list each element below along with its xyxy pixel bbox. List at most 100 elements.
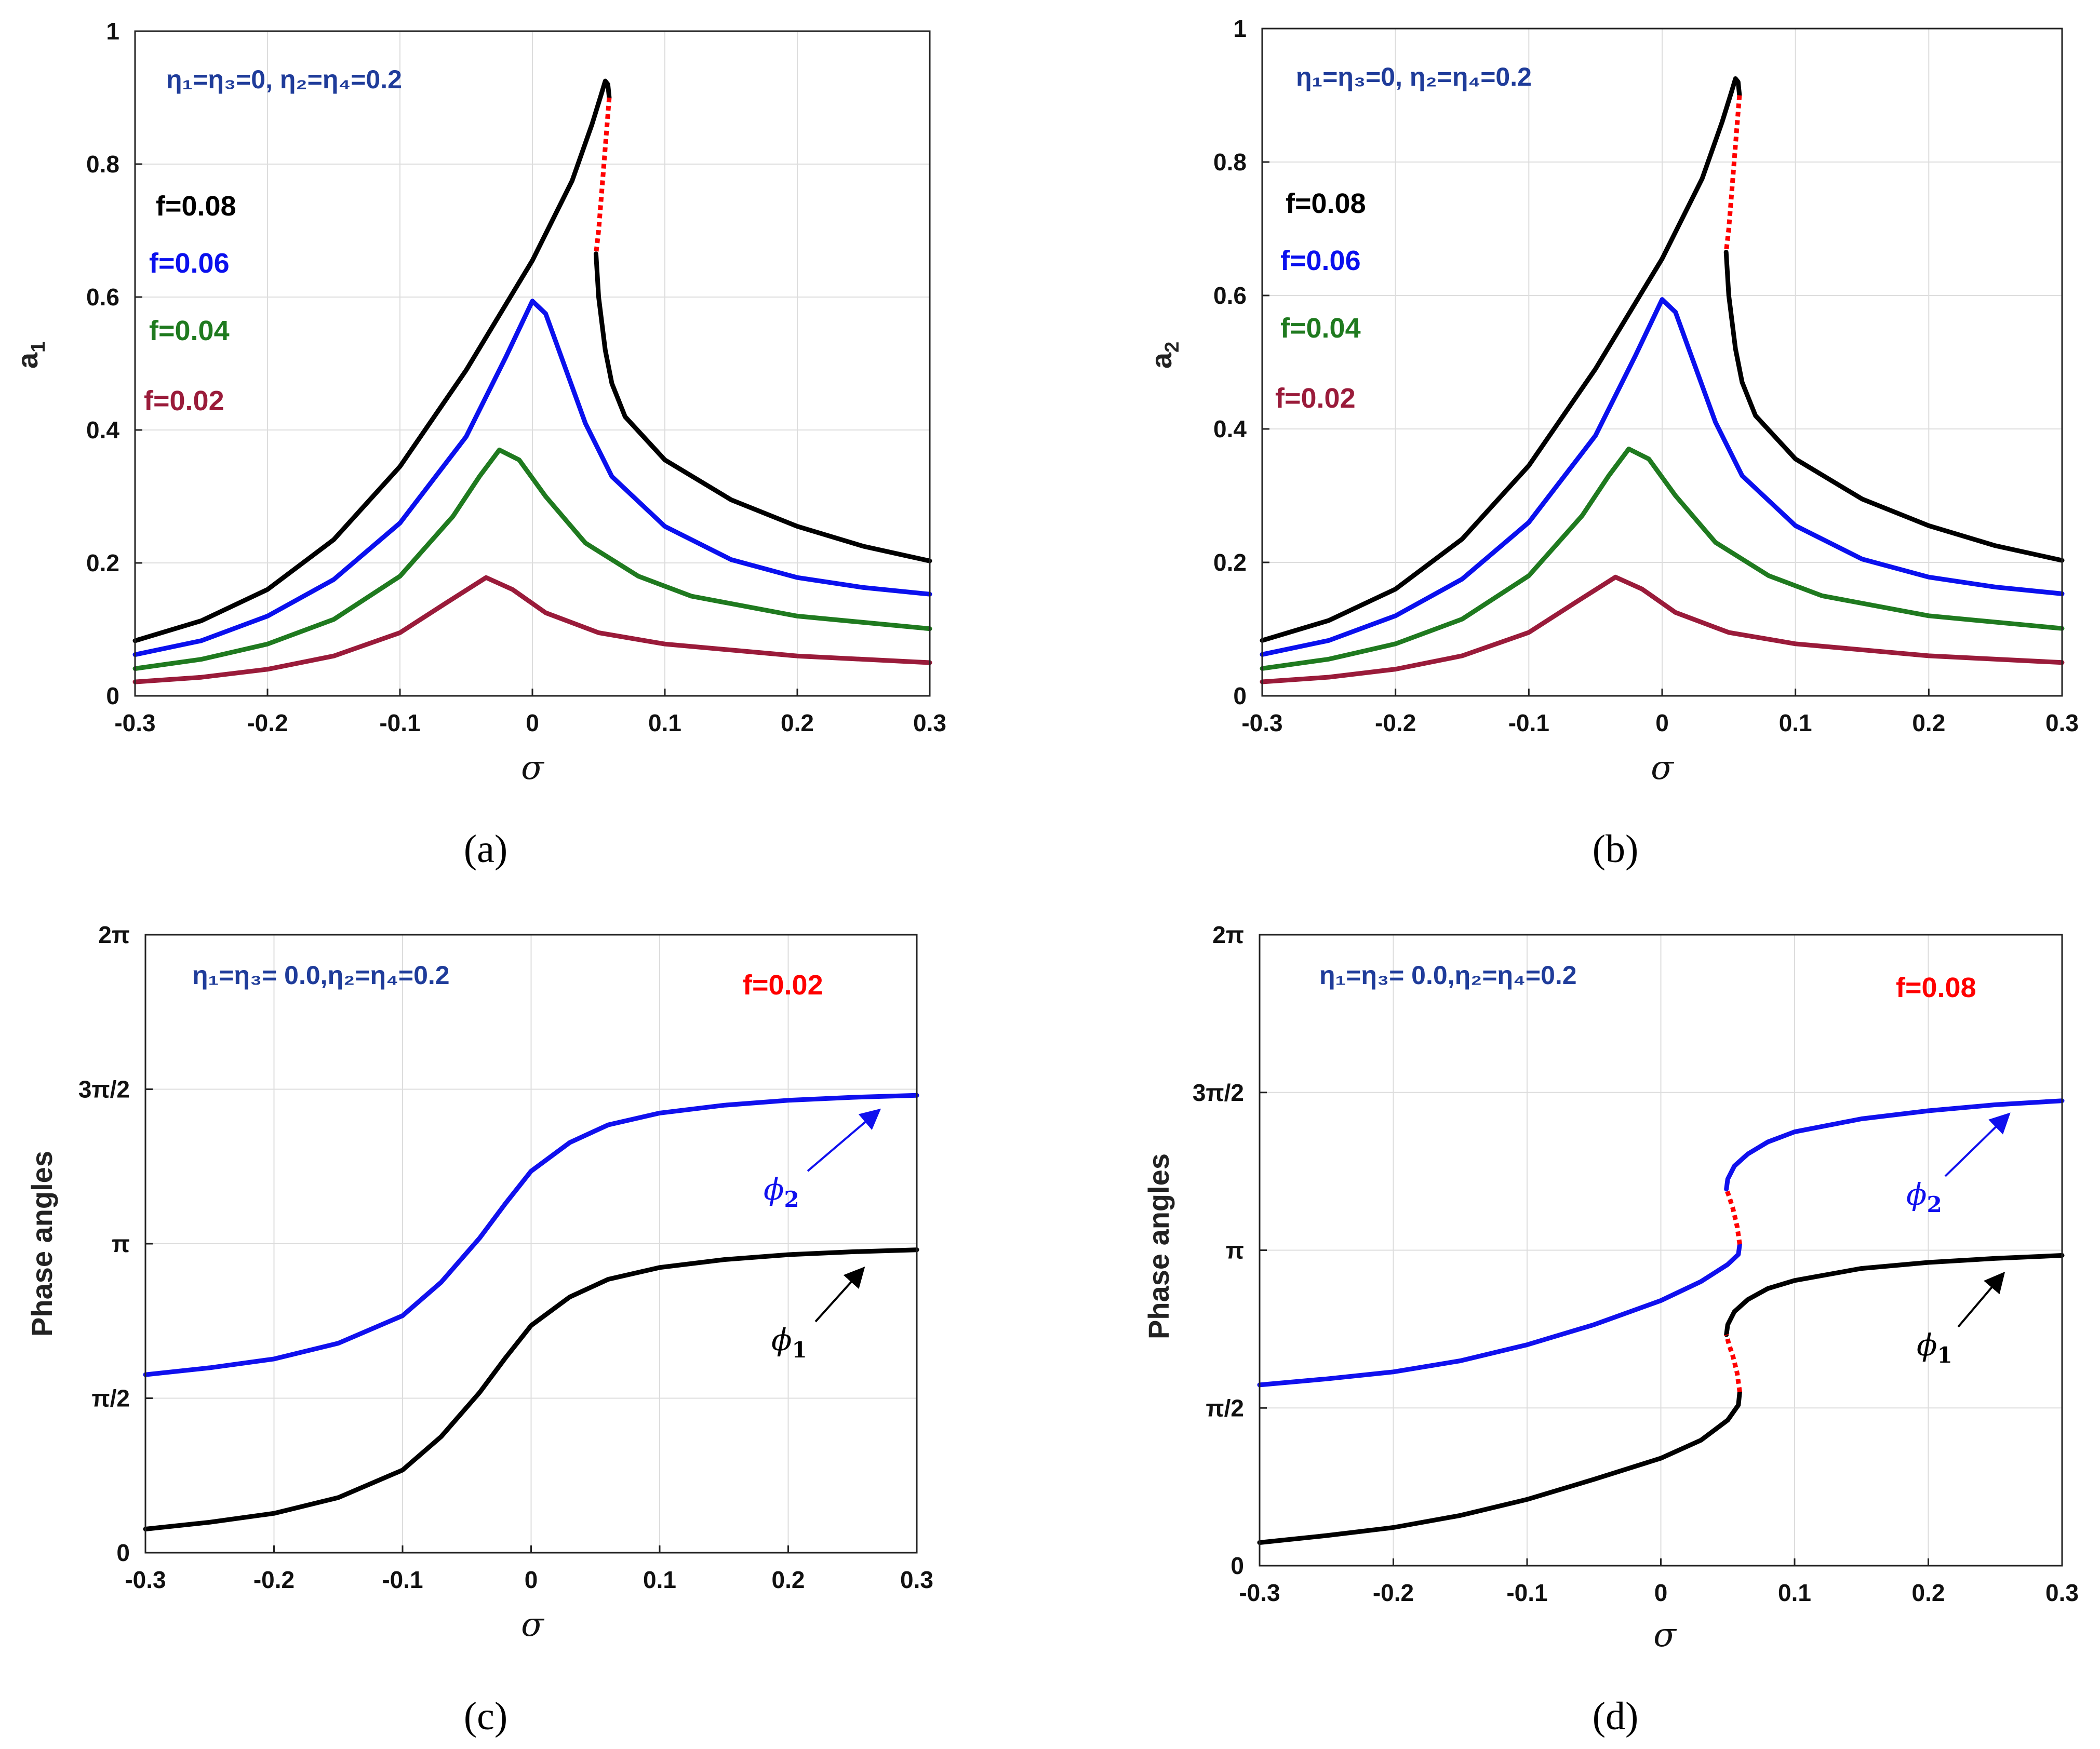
panel-d-xtick-label: -0.1: [1506, 1579, 1547, 1606]
panel-d-phi2-sub: 2: [1927, 1192, 1942, 1217]
panel-c-f-label: f=0.02: [743, 970, 823, 1001]
panel-b-label: (b): [1593, 827, 1639, 871]
panel-c-xtick-label: -0.3: [125, 1566, 166, 1593]
panel-c-ytick-label: 2π: [98, 921, 130, 948]
panel-a-series-f008-stable-lower: [593, 251, 932, 563]
panel-d-ylabel: Phase angles: [1142, 1153, 1175, 1339]
panel-a-legend-f008: f=0.08: [156, 191, 236, 222]
panel-c-ticks: -0.3 -0.2 -0.1 0 0.1 0.2 0.3 0 π/2 π 3π/2 2π: [78, 921, 933, 1593]
panel-a-xtick-label: -0.2: [247, 709, 288, 736]
panel-c-ytick-label: 3π/2: [78, 1076, 130, 1103]
panel-d-series-phi2-lower: [1257, 1242, 1742, 1388]
panel-b: -0.3 -0.2 -0.1 0 0.1 0.2 0.3 0 0.2 0.4 0.6 0.8 1 η₁=…: [1145, 15, 2079, 871]
panel-a-ytick-label: 1: [106, 18, 119, 45]
panel-b-series-f008-unstable: [1723, 95, 1742, 253]
panel-d-series-phi1-upper: [1724, 1253, 2065, 1337]
panel-c-xlabel: σ: [521, 1606, 545, 1644]
panel-b-xtick-label: -0.1: [1508, 709, 1549, 736]
panel-a-series-f006-curve: [132, 299, 932, 657]
panel-c-phi2-main: ϕ: [764, 1172, 784, 1207]
panel-a-xtick-label: 0: [526, 709, 539, 736]
panel-b-series-f008-stable-lower: [1723, 250, 2065, 563]
panel-a: -0.3 -0.2 -0.1 0 0.1 0.2 0.3 0 0.2 0.4 0.6 0.8 1 η₁=…: [11, 18, 946, 871]
panel-a-grid: [135, 31, 930, 696]
panel-d-phi1-main: ϕ: [1917, 1327, 1937, 1363]
panel-c-xtick-label: 0.1: [643, 1566, 676, 1593]
panel-d-phi2-label: ϕ2: [1906, 1177, 1942, 1217]
panel-d-ytick-label: 2π: [1212, 921, 1244, 948]
panel-c-phi2-label: ϕ2: [764, 1172, 799, 1212]
panel-a-series-f004-curve: [132, 447, 932, 671]
panel-b-legend-f008: f=0.08: [1286, 188, 1366, 219]
panel-b-legend-f002: f=0.02: [1275, 383, 1356, 414]
panel-a-legend-f006: f=0.06: [149, 248, 230, 279]
panel-b-series-f004-curve: [1260, 447, 2065, 671]
panel-b-series: [1260, 76, 2065, 684]
panel-b-xtick-label: 0.1: [1779, 709, 1812, 736]
panel-d-phi1-label: ϕ1: [1917, 1327, 1952, 1368]
panel-d-xlabel: σ: [1653, 1616, 1677, 1654]
panel-a-ylabel-sub: 1: [28, 342, 49, 353]
panel-c-xtick-label: -0.1: [382, 1566, 423, 1593]
svg-text:a2: a2: [1145, 342, 1183, 369]
panel-a-series-f002-curve: [132, 575, 932, 684]
panel-c-phi1-main: ϕ: [771, 1322, 792, 1357]
panel-b-ylabel-sub: 2: [1161, 342, 1183, 353]
panel-a-ylabel-main: a: [11, 352, 44, 369]
panel-a-xtick-label: -0.1: [379, 709, 420, 736]
panel-d-xtick-label: 0.1: [1778, 1579, 1811, 1606]
panel-d-phi2-main: ϕ: [1906, 1177, 1927, 1212]
panel-c-ylabel: Phase angles: [25, 1151, 58, 1337]
panel-d-series-phi2-unstable: [1724, 1188, 1742, 1245]
panel-b-ylabel: a2: [1145, 342, 1183, 369]
panel-d-xtick-label: -0.3: [1239, 1579, 1280, 1606]
panel-a-series: [132, 78, 932, 684]
panel-d-xtick-label: 0: [1654, 1579, 1668, 1606]
svg-text:a1: a1: [11, 342, 49, 369]
panel-b-series-f006-curve: [1260, 297, 2065, 657]
panel-a-legend-f002: f=0.02: [144, 385, 224, 416]
panel-b-param-text: η₁=η₃=0, η₂=η₄=0.2: [1296, 62, 1532, 91]
panel-c-ytick-label: 0: [116, 1539, 130, 1566]
panel-a-series-f008-stable-upper: [132, 78, 612, 643]
panel-a-xtick-label: 0.3: [913, 709, 946, 736]
panel-a-ytick-label: 0.8: [86, 151, 119, 178]
panel-b-ytick-label: 0.6: [1213, 282, 1247, 309]
panel-c-ytick-label: π: [112, 1230, 130, 1257]
panel-d-f-label: f=0.08: [1896, 972, 1976, 1003]
panel-a-ytick-label: 0.2: [86, 549, 119, 576]
panel-c-ytick-label: π/2: [91, 1385, 130, 1412]
panel-d-xtick-label: 0.2: [1912, 1579, 1945, 1606]
panel-c-xtick-label: -0.2: [253, 1566, 295, 1593]
panel-b-xtick-label: 0.2: [1912, 709, 1945, 736]
panel-a-label: (a): [464, 827, 507, 871]
panel-a-ytick-label: 0.4: [86, 416, 119, 443]
panel-a-xtick-label: 0.2: [781, 709, 814, 736]
panel-c: -0.3 -0.2 -0.1 0 0.1 0.2 0.3 0 π/2 π 3π/2 2π η₁=η₃=…: [25, 921, 933, 1738]
panel-a-xtick-label: -0.3: [114, 709, 155, 736]
panel-b-grid: [1262, 29, 2062, 696]
panel-c-phi2-arrow: [807, 1108, 881, 1172]
panel-a-xtick-label: 0.1: [648, 709, 681, 736]
panel-d-ticks: -0.3 -0.2 -0.1 0 0.1 0.2 0.3 0 π/2 π 3π/2 2π: [1193, 921, 2079, 1606]
panel-a-ytick-label: 0.6: [86, 284, 119, 311]
panel-c-phi1-label: ϕ1: [771, 1322, 807, 1363]
panel-c-series-phi1-curve: [143, 1247, 919, 1531]
panel-b-legend-f006: f=0.06: [1280, 245, 1361, 276]
panel-d-ytick-label: 0: [1230, 1552, 1244, 1579]
panel-b-xlabel: σ: [1651, 749, 1675, 787]
panel-b-series-f002-curve: [1260, 574, 2065, 684]
panel-b-xtick-label: -0.3: [1241, 709, 1282, 736]
panel-b-xtick-label: 0: [1655, 709, 1669, 736]
panel-d-label: (d): [1593, 1694, 1639, 1738]
panel-c-series: [143, 1093, 919, 1531]
panel-d-xtick-label: 0.3: [2045, 1579, 2079, 1606]
panel-b-xtick-label: -0.2: [1375, 709, 1416, 736]
panel-a-legend-f004: f=0.04: [149, 315, 230, 346]
panel-b-ytick-label: 0.4: [1213, 415, 1247, 442]
panel-b-ticks: -0.3 -0.2 -0.1 0 0.1 0.2 0.3 0 0.2 0.4 0.6 0.8 1: [1213, 15, 2079, 736]
panel-b-legend-f004: f=0.04: [1280, 313, 1361, 344]
panel-d-phi1-sub: 1: [1937, 1342, 1952, 1368]
panel-d-series: [1257, 1098, 2065, 1545]
